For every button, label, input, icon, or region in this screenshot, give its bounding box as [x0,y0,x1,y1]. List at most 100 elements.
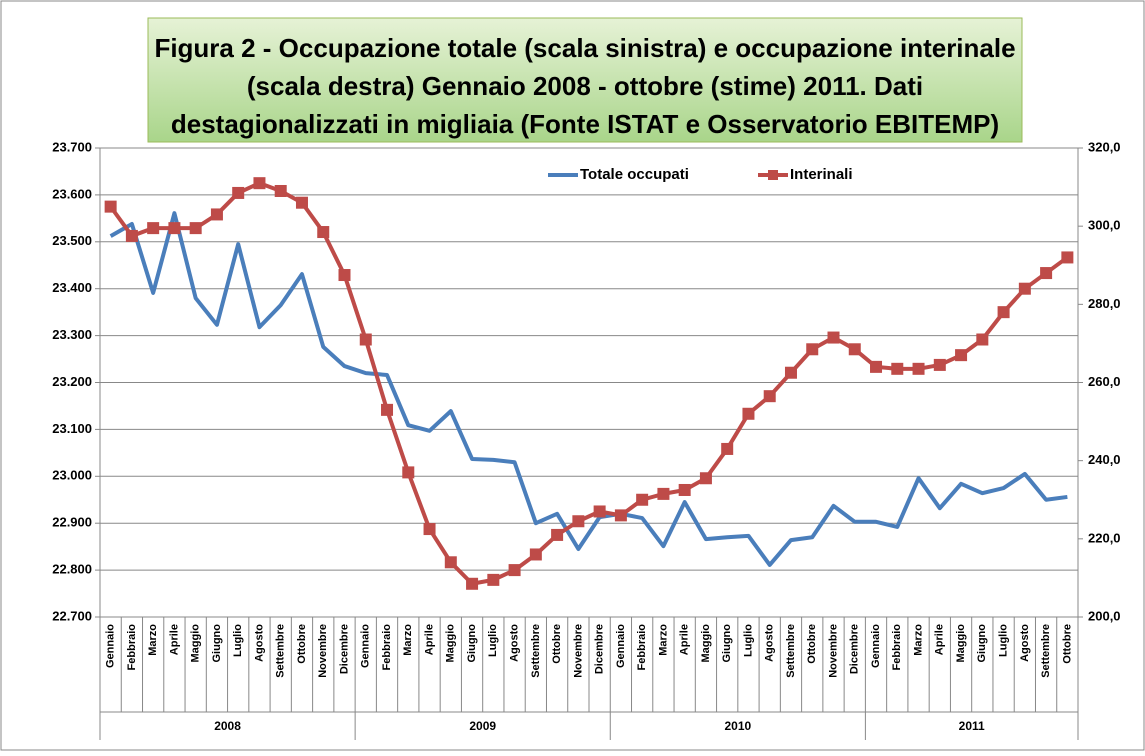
chart-title: Figura 2 - Occupazione totale (scala sin… [154,33,1015,63]
marker [295,196,308,209]
marker [848,343,861,356]
y2-tick-label: 280,0 [1088,296,1121,311]
marker [742,407,755,420]
x-tick-label: Febbraio [126,624,138,671]
marker [381,403,394,416]
series-line [109,181,1069,586]
marker [763,390,776,403]
marker [529,548,542,561]
x-tick-label: Ottobre [296,624,308,664]
x-tick-label: Settembre [530,624,542,678]
x-tick-label: Dicembre [849,624,861,674]
x-tick-label: Aprile [423,624,435,655]
x-tick-label: Aprile [934,624,946,655]
x-tick-label: Aprile [679,624,691,655]
y-tick-label: 23.300 [52,327,92,342]
x-tick-label: Luglio [742,624,754,657]
marker [976,333,989,346]
marker [572,515,585,528]
x-tick-label: Dicembre [594,624,606,674]
marker [997,306,1010,319]
year-label: 2008 [214,719,241,733]
marker [232,186,245,199]
y-tick-label: 22.900 [52,515,92,530]
year-label: 2009 [469,719,496,733]
marker [551,528,564,541]
series-line [109,211,1068,567]
marker [870,360,883,373]
marker [444,556,457,569]
marker [806,343,819,356]
y-tick-label: 23.600 [52,186,92,201]
marker [147,222,160,235]
title-box [147,17,1023,143]
x-tick-label: Settembre [785,624,797,678]
x-tick-label: Agosto [253,624,265,662]
marker [274,184,287,197]
x-tick-label: Maggio [955,624,967,663]
x-tick-label: Agosto [1019,624,1031,662]
marker [827,331,840,344]
marker [125,229,138,242]
marker [699,472,712,485]
x-tick-label: Ottobre [1061,624,1073,664]
marker [210,208,223,221]
marker [593,505,606,518]
y-tick-label: 23.400 [52,280,92,295]
marker [508,564,521,577]
y-tick-label: 23.500 [52,233,92,248]
marker [1018,282,1031,295]
x-tick-label: Marzo [912,624,924,656]
x-tick-label: Ottobre [551,624,563,664]
marker [487,573,500,586]
marker [359,333,372,346]
marker [912,362,925,375]
x-tick-label: Marzo [147,624,159,656]
marker [317,226,330,239]
y-tick-label: 23.200 [52,374,92,389]
marker [678,483,691,496]
marker [466,577,479,590]
x-tick-label: Marzo [657,624,669,656]
y2-tick-label: 300,0 [1088,218,1121,233]
x-tick-label: Luglio [232,624,244,657]
x-tick-label: Maggio [700,624,712,663]
x-tick-label: Novembre [827,624,839,678]
marker [636,493,649,506]
x-tick-label: Febbraio [636,624,648,671]
x-tick-label: Ottobre [806,624,818,664]
year-label: 2011 [959,719,985,733]
marker [721,442,734,455]
marker [614,509,627,522]
marker [1040,267,1053,280]
x-tick-label: Agosto [508,624,520,662]
marker [933,358,946,371]
x-tick-label: Luglio [997,624,1009,657]
marker [189,222,202,235]
y2-tick-label: 240,0 [1088,452,1121,467]
y2-tick-label: 220,0 [1088,530,1121,545]
x-tick-label: Maggio [445,624,457,663]
x-tick-label: Settembre [1040,624,1052,678]
x-tick-label: Marzo [402,624,414,656]
marker [955,349,968,362]
x-tick-label: Febbraio [381,624,393,671]
y2-tick-label: 200,0 [1088,608,1121,623]
x-tick-label: Febbraio [891,624,903,671]
x-tick-label: Giugno [976,624,988,663]
x-tick-label: Gennaio [615,624,627,668]
y2-tick-label: 260,0 [1088,374,1121,389]
marker [657,487,670,500]
x-tick-label: Gennaio [870,624,882,668]
y-tick-label: 23.000 [52,468,92,483]
x-tick-label: Agosto [764,624,776,662]
marker [1061,251,1074,264]
y2-tick-label: 320,0 [1088,139,1121,154]
title: Figura 2 - Occupazione totale (scala sin… [154,33,1015,139]
chart-title: (scala destra) Gennaio 2008 - ottobre (s… [247,71,923,101]
legend-label: Interinali [790,166,853,183]
x-tick-label: Maggio [190,624,202,663]
marker [104,200,117,213]
marker [423,523,436,536]
